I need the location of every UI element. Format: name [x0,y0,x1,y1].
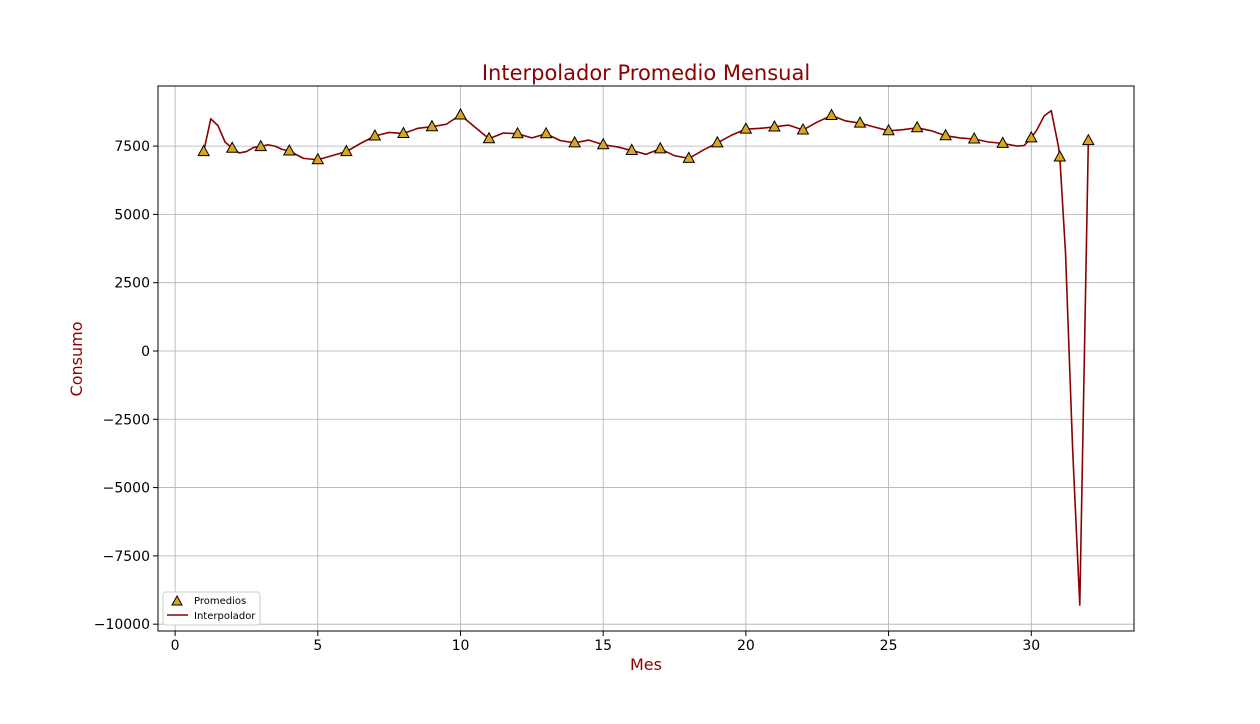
promedio-point [1053,149,1067,162]
y-tick-label: 0 [141,344,150,360]
promedio-point [254,139,268,152]
promedio-point [454,107,467,120]
x-tick-label: 20 [737,638,755,654]
y-tick-label: 5000 [114,207,150,223]
promedio-point [996,136,1010,148]
legend-label-interpolador: Interpolador [194,611,256,622]
promedio-point [825,108,838,121]
series [197,107,1095,606]
y-axis-label: Consumo [67,322,86,397]
promedio-point [853,116,867,128]
legend-box [162,591,261,626]
promedio-point [596,137,610,150]
promedio-point [682,151,696,163]
promedio-point [311,152,325,165]
promedio-point [282,143,296,156]
y-tick-label: −7500 [103,549,150,565]
x-tick-label: 10 [452,638,470,654]
x-tick-label: 0 [171,638,180,654]
promedio-point [625,143,639,155]
legend-marker-promedios [171,594,183,606]
x-tick-label: 30 [1022,638,1040,654]
promedio-point [882,123,895,136]
axis-ticks: 0 5 10 15 20 25 30 −10000 −7500 −5000 −2500 0 2500 50… [94,139,1040,654]
y-tick-label: 7500 [114,139,150,155]
legend-label-promedios: Promedios [194,596,246,607]
promedio-point [539,126,553,139]
promedio-point [910,120,924,133]
promedio-point [1024,130,1038,143]
promedio-point [739,122,753,134]
y-tick-label: −2500 [103,412,150,428]
promedio-point [967,131,981,144]
promedio-point [568,135,582,148]
chart-title: Interpolador Promedio Mensual [482,61,810,85]
x-tick-label: 15 [594,638,612,654]
promedio-point [482,131,496,144]
promedio-point [397,126,410,139]
promedio-point [225,141,239,153]
x-tick-label: 25 [880,638,898,654]
y-tick-label: −10000 [94,617,150,633]
x-axis-label: Mes [630,655,662,674]
legend: Promedios Interpolador [162,591,261,626]
promedio-point [710,135,724,148]
y-tick-label: −5000 [103,481,150,497]
promedio-point [340,144,353,157]
promedio-point [1081,133,1095,146]
plot-area-frame [157,85,1135,632]
promedio-point [511,126,524,139]
promedio-point [653,141,667,154]
promedio-point [939,128,952,141]
promedio-point [368,128,382,141]
promedio-point [768,119,781,132]
promedio-point [197,144,211,157]
promedio-point [796,122,810,135]
grid [158,86,1134,631]
promedio-point [425,119,439,132]
y-tick-label: 2500 [114,276,150,292]
x-tick-label: 5 [313,638,322,654]
